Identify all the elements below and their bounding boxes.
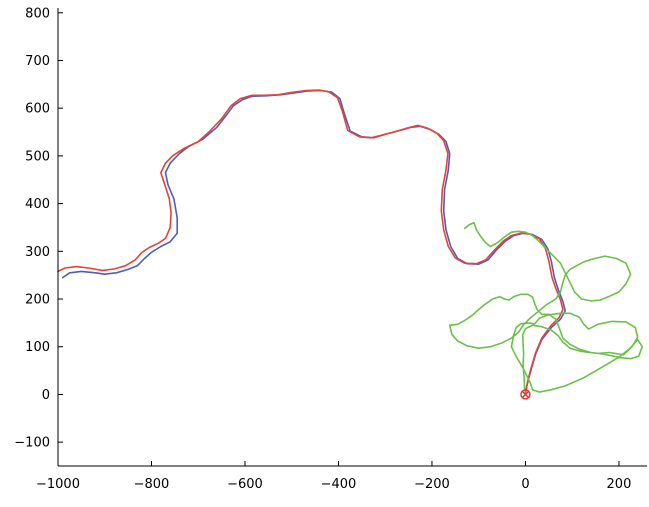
y-tick-label: 300 xyxy=(25,245,50,260)
y-tick-label: 100 xyxy=(25,340,50,355)
y-tick-label: 800 xyxy=(25,6,50,21)
y-tick-label: 200 xyxy=(25,293,50,308)
x-tick-label: 0 xyxy=(521,477,529,492)
x-tick-label: 200 xyxy=(607,477,632,492)
series-line-1 xyxy=(61,89,566,395)
y-tick-label: −100 xyxy=(14,436,50,451)
x-tick-label: −800 xyxy=(134,477,170,492)
x-tick-label: −600 xyxy=(227,477,263,492)
y-tick-label: 400 xyxy=(25,197,50,212)
y-tick-label: 600 xyxy=(25,102,50,117)
origin-marker-cross-b xyxy=(521,390,530,399)
ticks: −1000 −800 −600 −400 −200 0 200−10001002003004… xyxy=(14,6,631,492)
plot-area xyxy=(57,89,644,395)
y-tick-label: 0 xyxy=(42,388,50,403)
y-tick-label: 700 xyxy=(25,54,50,69)
origin-marker-layer xyxy=(520,389,531,400)
series-line-2 xyxy=(57,89,564,395)
x-tick-label: −400 xyxy=(321,477,357,492)
x-tick-label: −1000 xyxy=(36,477,80,492)
axes xyxy=(57,8,647,467)
origin-marker xyxy=(520,389,531,400)
origin-marker-circle xyxy=(520,389,531,400)
x-tick-label: −200 xyxy=(414,477,450,492)
y-tick-label: 500 xyxy=(25,149,50,164)
series-line-3 xyxy=(448,221,644,395)
